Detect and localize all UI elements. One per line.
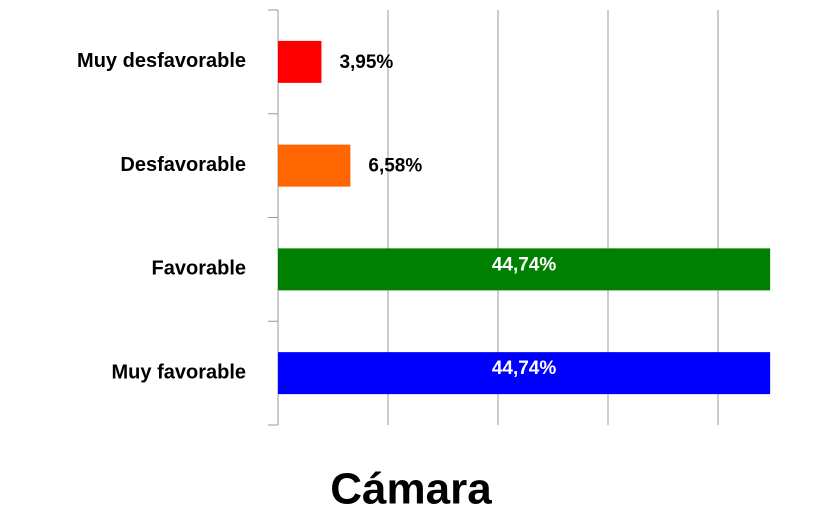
value-label: 3,95% — [339, 52, 393, 73]
bar — [278, 352, 771, 395]
value-label: 44,74% — [492, 358, 557, 379]
bar — [278, 144, 351, 187]
y-tick-label: Muy desfavorable — [77, 50, 246, 72]
bar — [278, 248, 771, 291]
y-tick-label: Desfavorable — [120, 154, 246, 176]
bar — [278, 40, 322, 83]
value-label: 6,58% — [368, 156, 422, 177]
value-label: 44,74% — [492, 254, 557, 275]
y-tick-label: Favorable — [152, 258, 246, 280]
y-tick-label: Muy favorable — [112, 361, 246, 383]
chart-title: Cámara — [330, 465, 492, 514]
